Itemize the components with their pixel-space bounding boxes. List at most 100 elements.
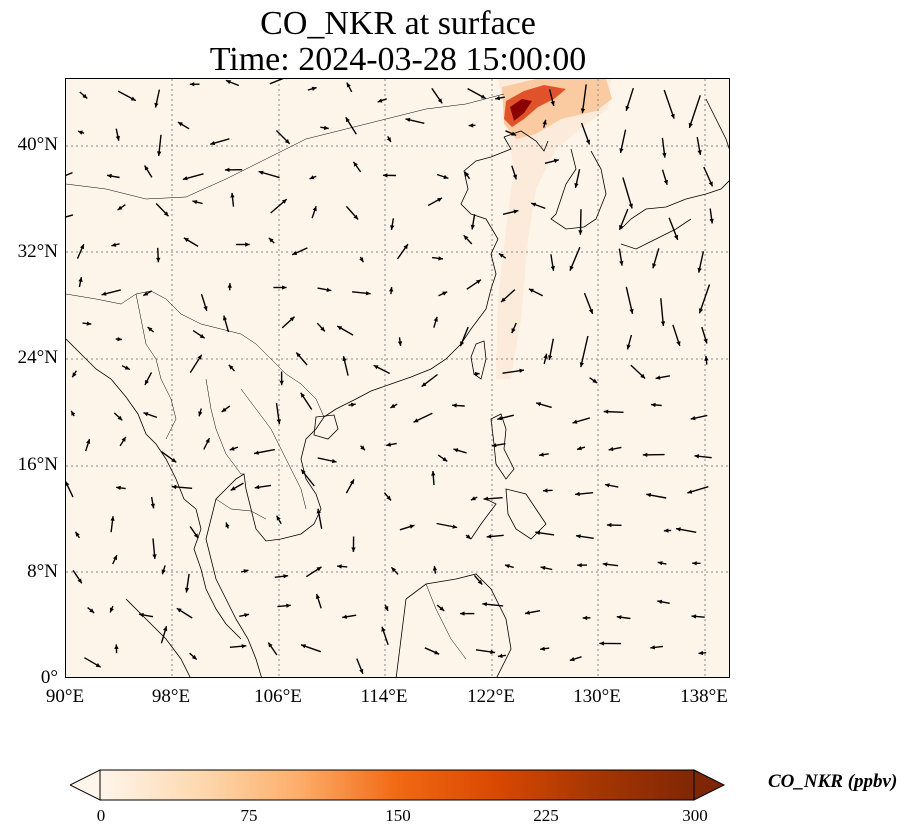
wind-arrow-head (382, 173, 388, 178)
wind-arrow-head (193, 533, 199, 539)
wind-arrow-head (101, 291, 107, 296)
wind-arrow-head (548, 355, 553, 360)
wind-arrow-head (662, 152, 667, 158)
wind-arrow-head (282, 285, 287, 290)
wind-arrow-head (230, 486, 236, 491)
colorbar (70, 769, 726, 801)
wind-arrow-head (390, 403, 396, 408)
wind-arrow-head (504, 564, 510, 569)
wind-arrow-head (577, 563, 582, 568)
wind-arrow-head (315, 594, 321, 599)
wind-arrow-head (86, 439, 91, 444)
wind-arrow-head (203, 306, 208, 311)
lon-label-138e: 138°E (680, 686, 728, 707)
wind-arrow-head (281, 199, 287, 204)
wind-arrow-head (254, 450, 259, 455)
wind-arrow-head (316, 508, 321, 514)
wind-arrow-head (184, 587, 190, 593)
wind-arrow-head (154, 102, 159, 108)
wind-arrow-head (284, 139, 290, 144)
wind-arrow-head (350, 402, 356, 407)
borneo-coast (395, 573, 512, 677)
wind-arrow-head (690, 416, 696, 421)
wind-arrow-head (463, 235, 469, 241)
wind-arrow-head (697, 267, 702, 273)
wind-arrow-head (258, 170, 264, 175)
wind-arrow-head (156, 257, 161, 263)
wind-arrow-head (619, 148, 624, 153)
wind-arrow-head (391, 567, 396, 573)
wind-arrow-head (386, 442, 391, 447)
wind-arrow-head (464, 171, 470, 177)
wind-arrow-head (176, 608, 182, 613)
wind-arrow-head (704, 356, 709, 361)
wind-arrow-head (225, 80, 231, 85)
wind-arrow-head (670, 113, 675, 119)
wind-arrow-head (553, 158, 559, 163)
wind-arrow-head (655, 375, 661, 380)
wind-arrow-head (163, 211, 169, 217)
wind-arrow-head (602, 562, 608, 567)
wind-arrow-head (243, 569, 249, 574)
china-coast (323, 136, 512, 418)
coastlines (66, 98, 729, 677)
wind-arrow-head (117, 337, 123, 342)
wind-arrow-head (384, 606, 389, 611)
wind-arrow-head (474, 371, 480, 377)
wind-arrow-head (576, 534, 581, 539)
wind-arrow-head (608, 446, 614, 452)
wind-arrow-head (550, 266, 555, 271)
wind-arrow-head (579, 362, 584, 368)
wind-arrow-head (320, 326, 325, 332)
bohai-coast (503, 130, 549, 152)
wind-arrow-head (572, 419, 578, 424)
wind-arrow-head (224, 167, 230, 172)
wind-arrow-head (115, 135, 120, 141)
wind-arrow-head (254, 485, 260, 490)
wind-arrow-head (543, 488, 548, 493)
wind-arrow-head (157, 151, 162, 156)
wind-arrow-head (221, 407, 227, 412)
wind-arrow-head (535, 530, 541, 535)
wind-arrow-head (691, 614, 697, 619)
wind-arrow-head (80, 244, 84, 250)
wind-arrow-head (121, 436, 126, 442)
wind-arrow-head (468, 123, 474, 128)
wind-arrow-head (161, 569, 166, 575)
wind-arrow-head (182, 176, 188, 181)
wind-arrow-head (205, 438, 210, 443)
wind-arrow-head (353, 214, 359, 220)
wind-arrow-head (95, 663, 101, 668)
wind-arrow-shaft (581, 84, 587, 114)
wind-arrow-head (359, 257, 364, 263)
wind-arrow-head (222, 315, 228, 321)
lat-label-32n: 32°N (17, 241, 58, 262)
wind-arrow-head (536, 402, 542, 407)
wind-arrow-head (569, 657, 575, 662)
wind-arrow-head (331, 458, 337, 464)
wind-arrow-head (311, 86, 317, 91)
wind-arrow-head (698, 650, 704, 656)
wind-arrow-shaft (625, 286, 634, 314)
wind-arrow-head (390, 225, 395, 230)
wind-arrow-head (539, 452, 544, 457)
wind-arrow-head (403, 244, 408, 250)
wind-arrow-head (279, 380, 284, 386)
wind-arrow-head (171, 484, 177, 490)
wind-arrow-head (245, 242, 250, 247)
wind-vectors (66, 79, 714, 675)
wind-arrow-head (606, 522, 612, 528)
wind-arrow-head (650, 645, 655, 650)
wind-arrow-head (292, 250, 298, 255)
lat-label-8n: 8°N (27, 561, 58, 582)
wind-arrow-head (286, 603, 291, 608)
wind-arrow-head (575, 491, 580, 497)
concentration-field (496, 79, 612, 379)
wind-arrow-head (490, 649, 496, 655)
wind-arrow-head (337, 564, 342, 569)
wind-arrow-head (431, 471, 436, 476)
wind-arrow-head (66, 481, 70, 487)
wind-arrow-head (163, 626, 168, 632)
wind-arrow-head (147, 327, 153, 332)
wind-arrow-shaft (622, 177, 633, 209)
